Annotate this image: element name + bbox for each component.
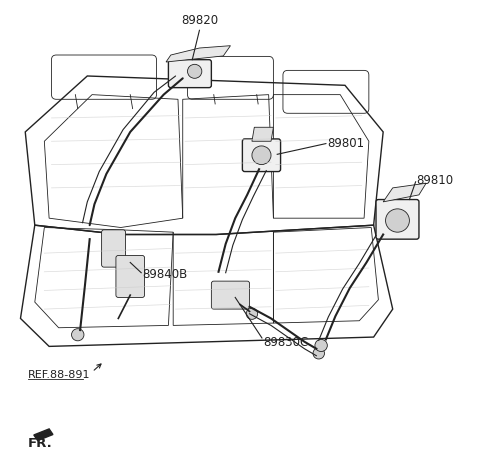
FancyBboxPatch shape [376, 199, 419, 239]
FancyBboxPatch shape [211, 281, 250, 309]
Circle shape [252, 146, 271, 165]
Polygon shape [34, 429, 53, 440]
Polygon shape [252, 127, 274, 141]
Circle shape [72, 329, 84, 341]
Circle shape [385, 209, 409, 232]
Text: REF.88-891: REF.88-891 [28, 371, 90, 380]
FancyBboxPatch shape [242, 139, 281, 172]
Text: 89810: 89810 [417, 174, 454, 188]
FancyBboxPatch shape [168, 60, 211, 88]
Circle shape [246, 308, 258, 319]
Polygon shape [383, 183, 426, 202]
Text: 89840B: 89840B [142, 268, 187, 280]
Polygon shape [166, 45, 230, 62]
Circle shape [313, 348, 324, 359]
Text: 89820: 89820 [181, 14, 218, 27]
Circle shape [188, 64, 202, 78]
Circle shape [315, 340, 327, 352]
FancyBboxPatch shape [102, 230, 125, 267]
FancyBboxPatch shape [116, 256, 144, 297]
Text: 89830C: 89830C [263, 336, 308, 349]
Text: FR.: FR. [28, 437, 52, 450]
Text: 89801: 89801 [327, 137, 364, 150]
